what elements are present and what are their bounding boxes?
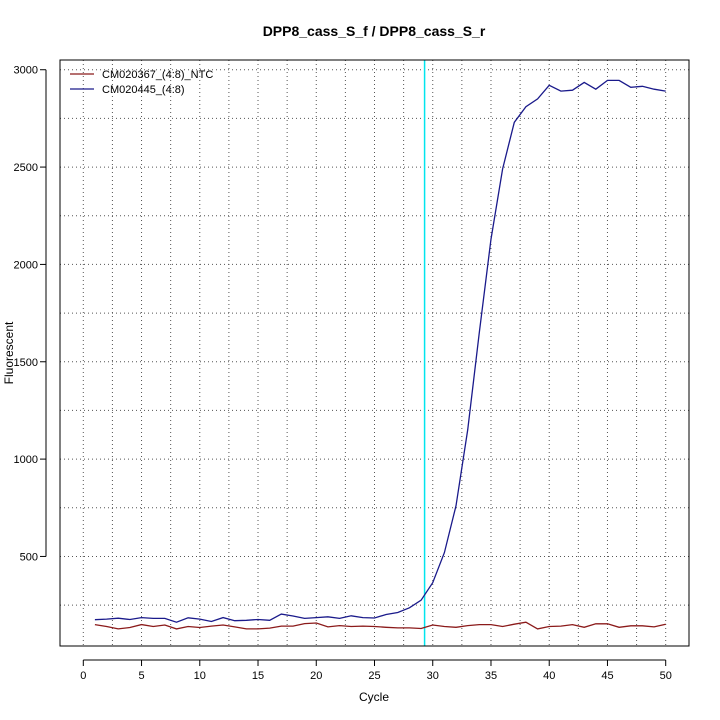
plot-frame: [59, 59, 690, 647]
x-axis-label: Cycle: [359, 690, 389, 704]
x-tick-label: 25: [368, 670, 380, 682]
y-tick-label: 1000: [14, 454, 38, 466]
y-axis: 500 1000 1500 2000 2500 3000: [14, 65, 47, 563]
legend-label-2: CM020445_(4:8): [102, 84, 185, 96]
legend: CM020367_(4:8)_NTC CM020445_(4:8): [70, 69, 213, 96]
x-tick-label: 50: [660, 670, 672, 682]
x-tick-label: 15: [252, 670, 264, 682]
grid-lines: [60, 60, 689, 646]
x-tick-label: 10: [194, 670, 206, 682]
series-line-2: [94, 79, 666, 623]
x-axis: 0 5 10 15 20 25 30 35 40 45 50: [80, 659, 672, 682]
x-tick-label: 0: [80, 670, 86, 682]
x-tick-label: 35: [485, 670, 497, 682]
x-tick-label: 45: [601, 670, 613, 682]
y-tick-label: 3000: [14, 65, 38, 77]
x-tick-label: 30: [427, 670, 439, 682]
y-tick-label: 500: [20, 551, 38, 563]
series-layer: [94, 79, 666, 630]
series-line-1: [94, 621, 666, 630]
chart-title: DPP8_cass_S_f / DPP8_cass_S_r: [263, 23, 486, 39]
legend-label-1: CM020367_(4:8)_NTC: [102, 69, 213, 81]
y-axis-label: Fluorescent: [2, 321, 16, 384]
y-tick-label: 2500: [14, 162, 38, 174]
x-tick-label: 40: [543, 670, 555, 682]
x-tick-label: 20: [310, 670, 322, 682]
y-tick-label: 1500: [14, 357, 38, 369]
x-tick-label: 5: [138, 670, 144, 682]
y-tick-label: 2000: [14, 259, 38, 271]
